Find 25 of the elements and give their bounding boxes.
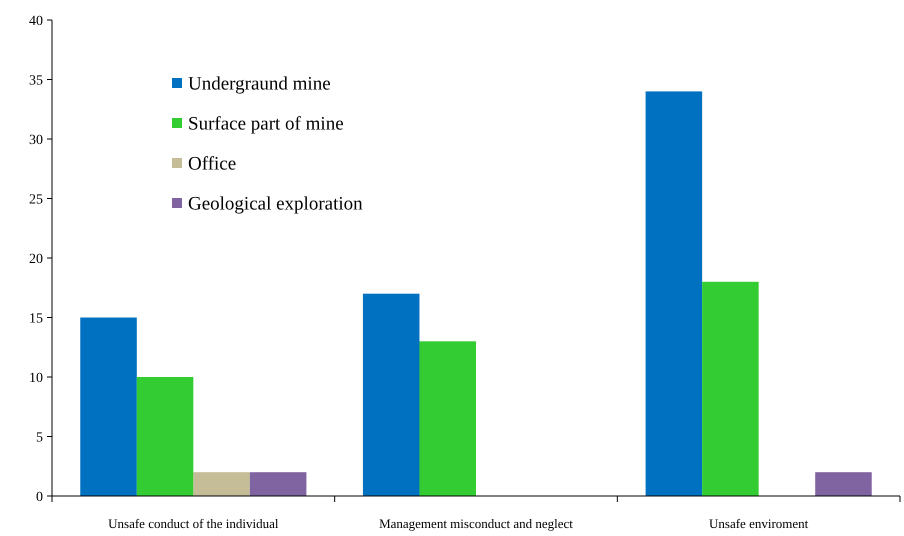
bar <box>193 472 250 496</box>
legend-label: Geological exploration <box>188 194 364 215</box>
x-tick-label: Unsafe conduct of the individual <box>108 516 279 531</box>
y-tick-label: 35 <box>29 73 43 88</box>
y-tick-label: 5 <box>36 430 43 446</box>
bar <box>136 377 194 496</box>
bar <box>362 294 420 496</box>
x-tick-label: Management misconduct and neglect <box>379 516 574 531</box>
bar <box>250 472 306 496</box>
bar <box>815 472 872 496</box>
bar <box>702 282 759 496</box>
y-tick-label: 20 <box>29 252 43 267</box>
y-tick-label: 15 <box>29 311 43 326</box>
y-tick-label: 30 <box>29 132 43 148</box>
y-tick-label: 25 <box>29 192 43 208</box>
y-tick-label: 40 <box>29 14 43 29</box>
bar <box>419 341 476 496</box>
bar <box>646 91 702 496</box>
x-tick-label: Unsafe enviroment <box>709 516 809 531</box>
y-tick-label: 10 <box>29 370 43 386</box>
legend-label: Office <box>188 154 236 175</box>
y-tick-label: 0 <box>36 490 43 505</box>
legend-label: Surface part of mine <box>188 114 344 135</box>
bar <box>80 318 137 496</box>
legend-label: Undergraund mine <box>188 74 331 95</box>
